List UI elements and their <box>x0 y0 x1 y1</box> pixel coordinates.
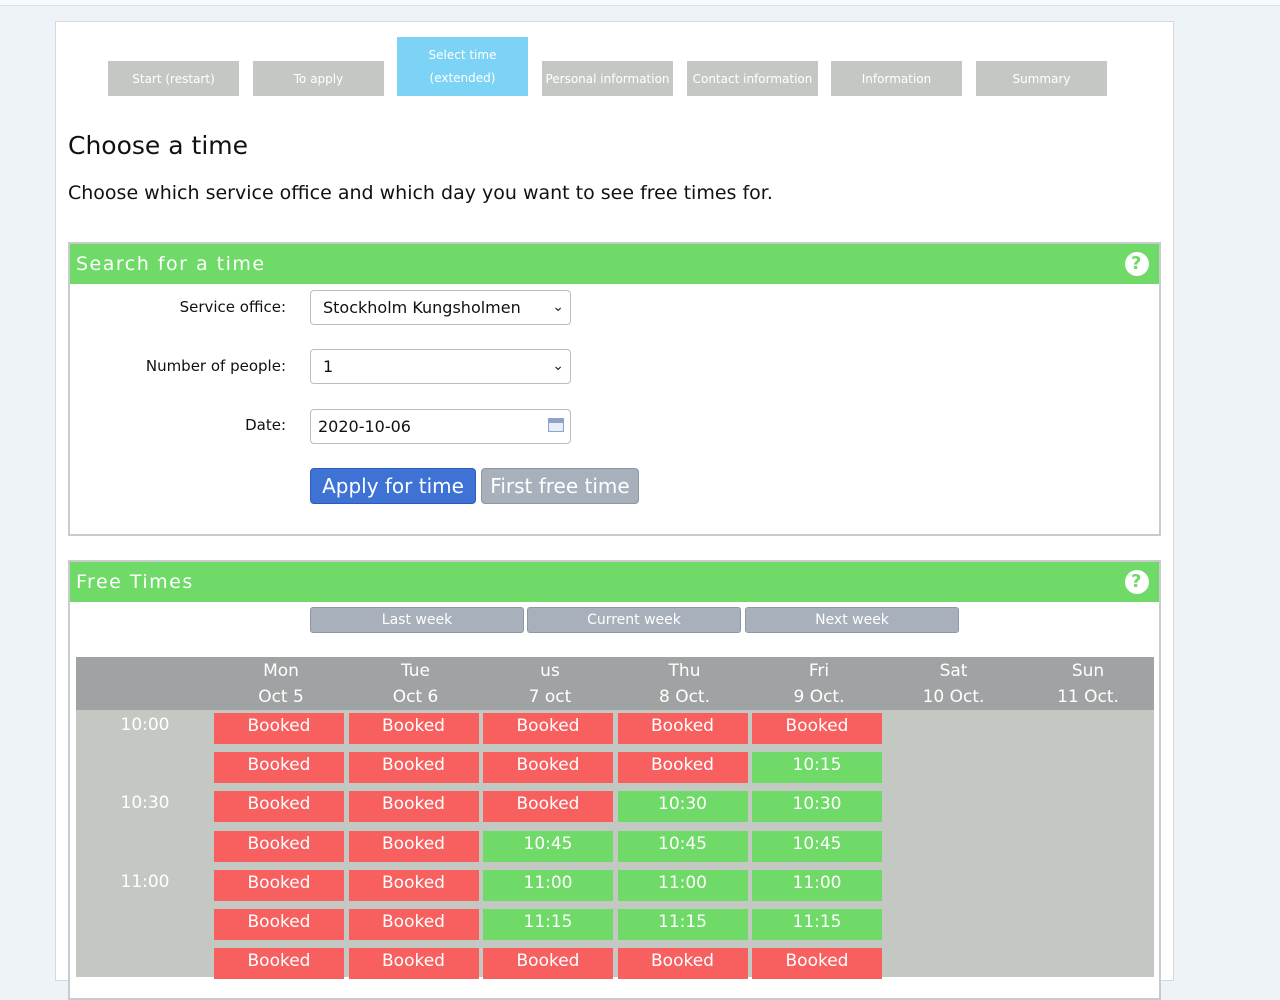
booked-slot: Booked <box>214 869 344 901</box>
booked-slot: Booked <box>214 713 344 744</box>
day-name: Sun <box>1071 661 1105 681</box>
booked-slot: Booked <box>617 752 748 784</box>
step-select-time-label: Select time <box>428 47 497 62</box>
chevron-down-icon: ⌄ <box>552 299 564 315</box>
day-date: 8 Oct. <box>658 687 711 707</box>
free-times-panel-title: Free Times <box>76 571 194 593</box>
number-of-people-label: Number of people: <box>145 357 286 375</box>
step-select-time-sublabel: (extended) <box>429 70 496 85</box>
apply-for-time-button[interactable]: Apply for time <box>310 468 476 504</box>
day-date: Oct 6 <box>392 687 439 707</box>
day-name: Sat <box>939 661 968 681</box>
booked-slot: Booked <box>214 830 344 862</box>
chevron-down-icon: ⌄ <box>552 358 564 374</box>
free-time-slot[interactable]: 10:30 <box>617 791 748 823</box>
booked-slot: Booked <box>348 869 479 901</box>
booked-slot: Booked <box>483 713 613 744</box>
search-panel: Search for a time ? Service office: Stoc… <box>68 242 1161 536</box>
free-time-slot[interactable]: 10:30 <box>752 791 882 823</box>
day-name: Fri <box>808 661 830 681</box>
free-time-slot[interactable]: 11:00 <box>617 869 748 901</box>
day-date: 10 Oct. <box>922 687 985 707</box>
date-input[interactable]: 2020-10-06 <box>310 409 571 444</box>
free-time-slot[interactable]: 10:15 <box>752 752 882 784</box>
day-name: Mon <box>263 661 299 681</box>
booked-slot: Booked <box>214 791 344 823</box>
booked-slot: Booked <box>214 948 344 980</box>
time-grid: Mon Oct 5 Tue Oct 6 us 7 oct Thu 8 Oct. Fri 9 Oct… <box>76 657 1154 980</box>
calendar-icon[interactable] <box>548 418 564 432</box>
next-week-button[interactable]: Next week <box>745 607 959 633</box>
day-header: Tue Oct 6 <box>349 658 483 710</box>
free-time-slot[interactable]: 11:15 <box>752 909 882 940</box>
number-of-people-value: 1 <box>323 357 334 376</box>
step-to-apply[interactable]: To apply <box>253 61 384 96</box>
day-header: Sun 11 Oct. <box>1021 658 1155 710</box>
last-week-button[interactable]: Last week <box>310 607 524 633</box>
step-information[interactable]: Information <box>831 61 962 96</box>
booked-slot: Booked <box>752 713 882 744</box>
booked-slot: Booked <box>348 791 479 823</box>
booked-slot: Booked <box>348 830 479 862</box>
free-time-slot[interactable]: 11:15 <box>617 909 748 940</box>
day-name: Tue <box>400 661 431 681</box>
date-label: Date: <box>245 416 286 434</box>
first-free-time-button[interactable]: First free time <box>481 468 639 504</box>
time-label: 11:00 <box>120 871 170 892</box>
booked-slot: Booked <box>617 713 748 744</box>
current-week-button[interactable]: Current week <box>527 607 741 633</box>
day-date: 7 oct <box>528 687 572 707</box>
step-select-time[interactable]: Select time (extended) <box>397 37 528 96</box>
service-office-label: Service office: <box>179 298 286 316</box>
page-title: Choose a time <box>68 131 248 160</box>
booked-slot: Booked <box>483 791 613 823</box>
free-time-slot[interactable]: 10:45 <box>483 830 613 862</box>
page-intro: Choose which service office and which da… <box>68 182 773 204</box>
step-contact-information[interactable]: Contact information <box>687 61 818 96</box>
day-header: us 7 oct <box>483 658 617 710</box>
free-time-slot[interactable]: 11:00 <box>752 869 882 901</box>
booked-slot: Booked <box>214 752 344 784</box>
service-office-value: Stockholm Kungsholmen <box>323 298 521 317</box>
step-summary[interactable]: Summary <box>976 61 1107 96</box>
day-header: Fri 9 Oct. <box>752 658 886 710</box>
booked-slot: Booked <box>348 909 479 940</box>
step-personal-information[interactable]: Personal information <box>542 61 673 96</box>
booked-slot: Booked <box>483 948 613 980</box>
booked-slot: Booked <box>483 752 613 784</box>
booked-slot: Booked <box>348 752 479 784</box>
number-of-people-select[interactable]: 1 ⌄ <box>310 349 571 384</box>
free-time-slot[interactable]: 10:45 <box>752 830 882 862</box>
day-header: Mon Oct 5 <box>214 658 348 710</box>
day-header: Thu 8 Oct. <box>618 658 752 710</box>
day-date: 9 Oct. <box>793 687 845 707</box>
day-date: 11 Oct. <box>1057 687 1119 707</box>
free-time-slot[interactable]: 11:15 <box>483 909 613 940</box>
step-start[interactable]: Start (restart) <box>108 61 239 96</box>
booked-slot: Booked <box>214 909 344 940</box>
booked-slot: Booked <box>752 948 882 980</box>
date-value: 2020-10-06 <box>318 417 411 436</box>
help-icon[interactable]: ? <box>1125 252 1149 276</box>
free-times-panel: Free Times ? Last week Current week Next… <box>68 560 1161 1000</box>
booking-page: Start (restart) To apply Select time (ex… <box>55 21 1174 1000</box>
browser-top-edge <box>0 0 1280 6</box>
service-office-select[interactable]: Stockholm Kungsholmen ⌄ <box>310 290 571 325</box>
time-label: 10:30 <box>120 793 170 814</box>
time-label: 10:00 <box>120 715 170 735</box>
free-time-slot[interactable]: 10:45 <box>617 830 748 862</box>
booked-slot: Booked <box>348 713 479 744</box>
search-panel-title: Search for a time <box>76 253 266 275</box>
day-name: Thu <box>668 661 701 681</box>
day-name: us <box>540 661 560 681</box>
day-header: Sat 10 Oct. <box>887 658 1021 710</box>
booked-slot: Booked <box>617 948 748 980</box>
booked-slot: Booked <box>348 948 479 980</box>
search-panel-header: Search for a time ? <box>70 244 1159 284</box>
day-date: Oct 5 <box>258 687 304 707</box>
free-times-panel-header: Free Times ? <box>70 562 1159 602</box>
time-grid-header: Mon Oct 5 Tue Oct 6 us 7 oct Thu 8 Oct. Fri 9 Oct… <box>76 657 1154 710</box>
free-time-slot[interactable]: 11:00 <box>483 869 613 901</box>
help-icon[interactable]: ? <box>1125 570 1149 594</box>
